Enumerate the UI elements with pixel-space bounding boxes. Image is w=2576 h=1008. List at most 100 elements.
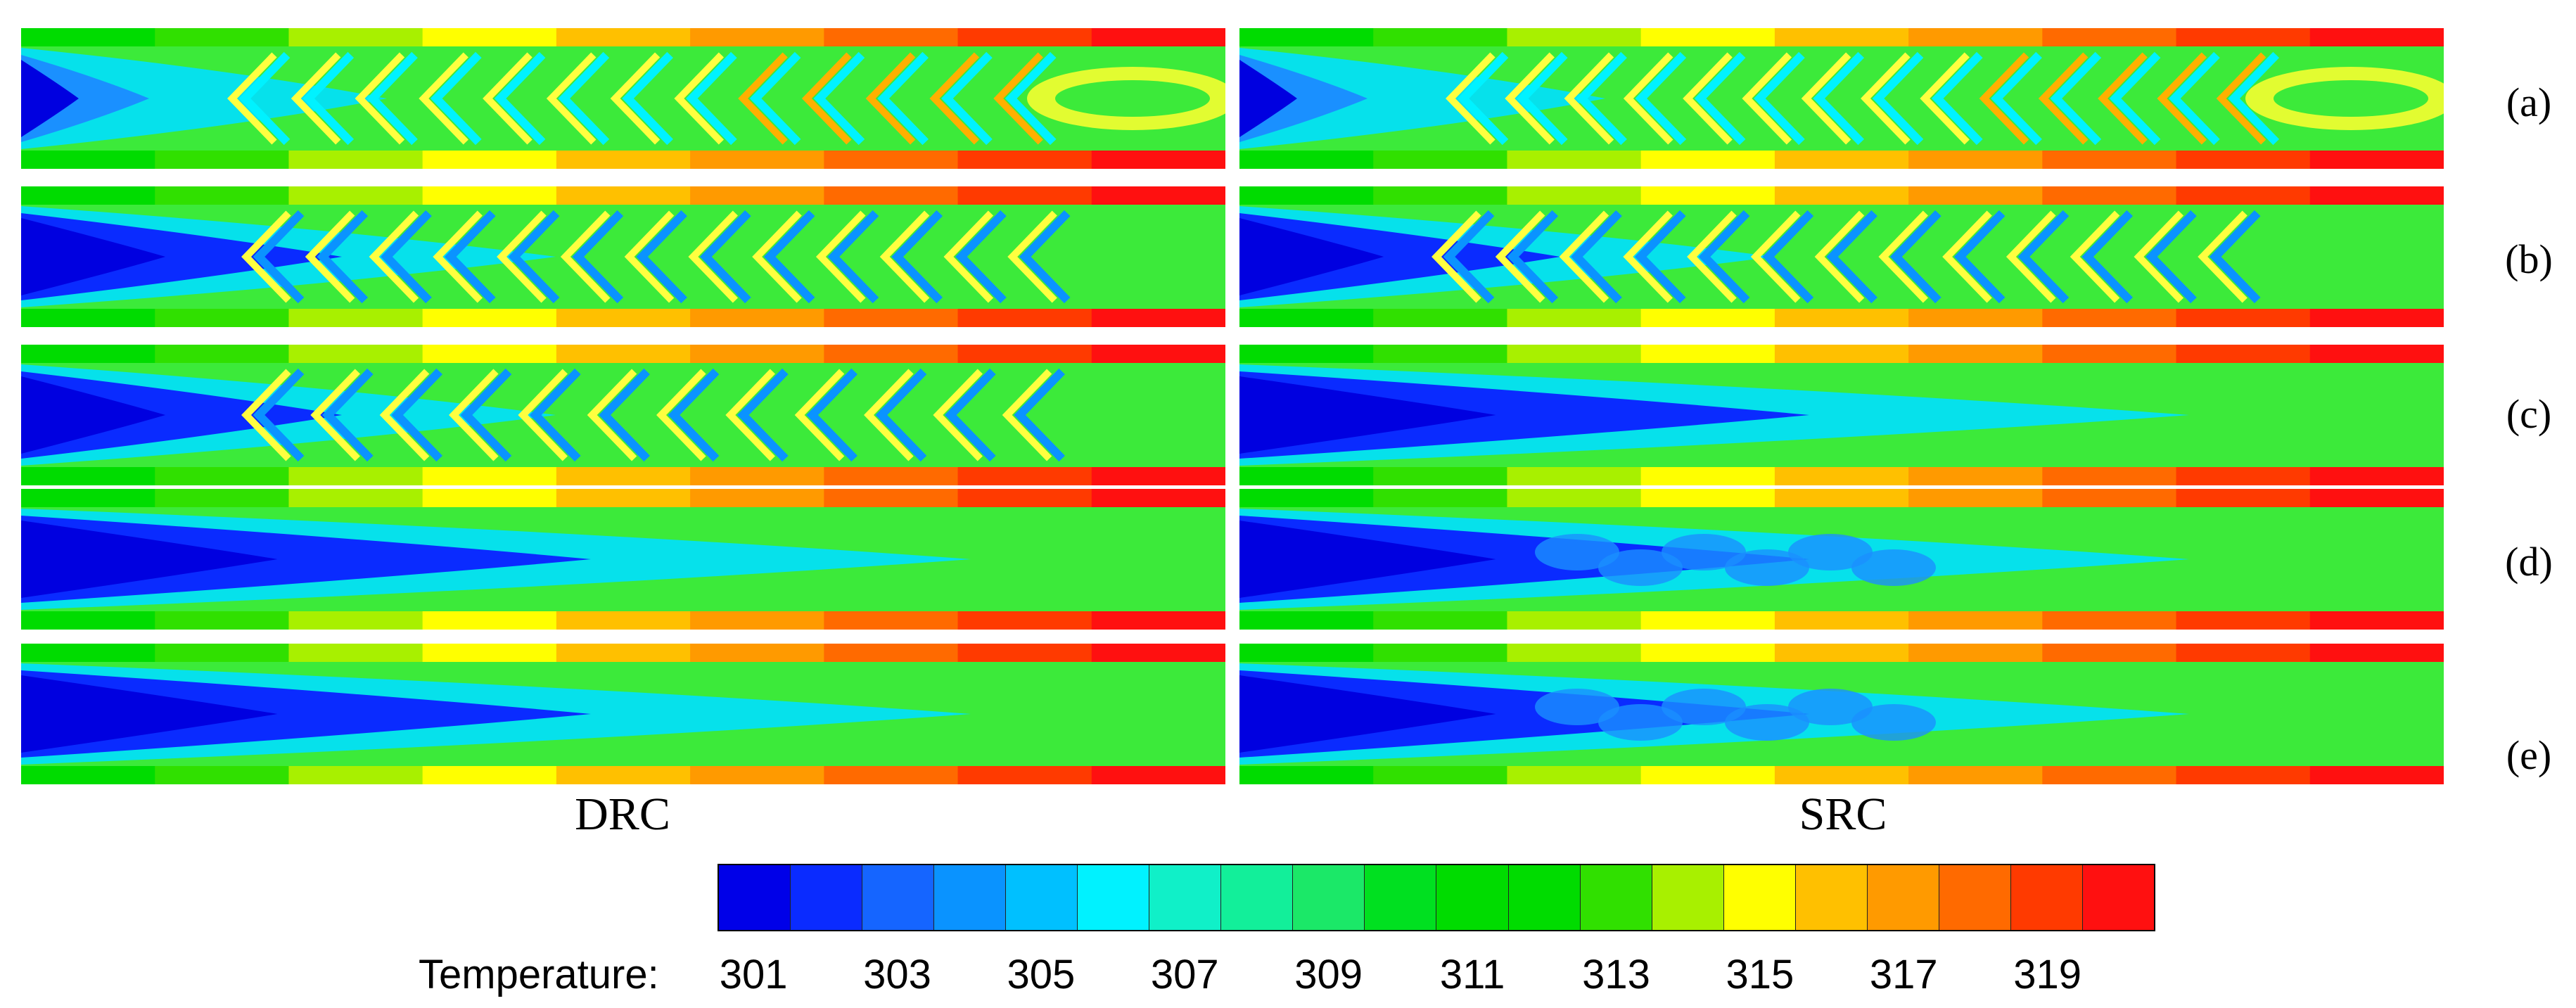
colorbar-cell [791, 865, 863, 930]
cold-core-inner [1239, 670, 1809, 758]
chevron-vortex-generator [433, 210, 483, 303]
bottom-wall-band [2176, 766, 2311, 784]
column-title-src: SRC [1799, 789, 1887, 840]
chevron-vortex-generator [993, 52, 1043, 145]
bottom-wall-band [824, 151, 959, 169]
contour-panel-src-c [1239, 345, 2444, 485]
cold-patch [1725, 549, 1809, 586]
top-wall-band [1774, 186, 1910, 205]
bottom-wall-band [1373, 611, 1508, 630]
cold-core-center [1239, 675, 1496, 753]
bottom-wall-band [824, 309, 959, 327]
top-wall-band [690, 28, 825, 46]
chevron-vortex-generator [2134, 210, 2184, 303]
contour-panel-drc-b [21, 186, 1225, 327]
chevron-wake [1890, 210, 1941, 304]
top-wall-band [1091, 489, 1225, 507]
top-wall-band [2176, 345, 2311, 363]
top-wall-band [1908, 489, 2043, 507]
chevron-vortex-generator [1446, 52, 1496, 145]
chevron-wake [1005, 51, 1057, 146]
bottom-wall-band [1908, 309, 2043, 327]
contour-plot [1239, 644, 2444, 784]
chevron-wake [1516, 51, 1568, 146]
chevron-vortex-generator [227, 52, 277, 145]
chevron-wake [1634, 210, 1686, 304]
warm-core-center [1055, 80, 1210, 117]
chevron-wake [1457, 51, 1509, 146]
chevron-wake [2017, 210, 2070, 304]
bottom-wall-band [21, 611, 156, 630]
chevron-vortex-generator [674, 52, 724, 145]
chevron-wake [430, 51, 482, 146]
bottom-wall-band [957, 309, 1092, 327]
chevron-wake [622, 51, 673, 146]
top-wall-band [1908, 28, 2043, 46]
chevron-wake [1698, 210, 1750, 304]
chevron-wake [1014, 368, 1065, 462]
chevron-wake [558, 51, 610, 146]
bottom-wall-band [556, 151, 691, 169]
chevron-vortex-generator [933, 369, 983, 461]
bottom-wall-band [556, 309, 691, 327]
colorbar-cell [1795, 865, 1868, 930]
cold-core-center [21, 521, 278, 598]
top-wall-band [2176, 186, 2311, 205]
chevron-vortex-generator [864, 369, 914, 461]
cold-patch [1662, 534, 1746, 570]
top-wall-band [957, 489, 1092, 507]
chevron-wake [941, 51, 993, 146]
chevron-wake [366, 51, 418, 146]
bottom-wall-band [1640, 151, 1775, 169]
bottom-wall-band [21, 766, 156, 784]
bottom-wall-band [1091, 309, 1225, 327]
cold-patch [1535, 689, 1619, 725]
chevron-vortex-generator [355, 52, 405, 145]
top-wall-band [2042, 489, 2177, 507]
top-wall-band [1507, 489, 1642, 507]
colorbar-cell [1365, 865, 1437, 930]
chevron-vortex-generator [725, 369, 775, 461]
bottom-wall-band [824, 766, 959, 784]
top-wall-band [1091, 28, 1225, 46]
bottom-wall-band [288, 467, 423, 485]
top-wall-band [1908, 644, 2043, 662]
warm-core-center [2274, 80, 2428, 117]
bottom-wall-band [1908, 467, 2043, 485]
top-wall-band [2042, 644, 2177, 662]
top-wall-band [2176, 489, 2311, 507]
top-wall-band [288, 186, 423, 205]
cold-patch [1851, 549, 1936, 586]
top-wall-band [1239, 489, 1375, 507]
bottom-wall-band [690, 309, 825, 327]
bottom-wall-band [2176, 309, 2311, 327]
chevron-vortex-generator [1814, 210, 1865, 303]
bottom-wall-band [1091, 467, 1225, 485]
chevron-vortex-generator [1564, 52, 1614, 145]
chevron-vortex-generator [1861, 52, 1911, 145]
chevron-vortex-generator [1801, 52, 1851, 145]
top-wall-band [155, 489, 290, 507]
chevron-wake [668, 368, 720, 462]
cold-core-inner [21, 55, 149, 142]
cold-patch [1788, 534, 1873, 570]
bottom-wall-band [1774, 611, 1910, 630]
bottom-wall-band [1239, 467, 1375, 485]
colorbar-cell [719, 865, 791, 930]
top-wall-band [1091, 186, 1225, 205]
bottom-wall-band [556, 766, 691, 784]
bottom-wall-band [1091, 611, 1225, 630]
top-wall-band [1908, 345, 2043, 363]
chevron-vortex-generator [1495, 210, 1545, 303]
chevron-vortex-generator [2070, 210, 2120, 303]
chevron-wake [238, 51, 291, 146]
chevron-wake [700, 210, 751, 304]
colorbar-cell [934, 865, 1007, 930]
chevron-wake [1991, 51, 2042, 146]
bottom-wall-band [824, 611, 959, 630]
top-wall-band [155, 644, 290, 662]
top-wall-band [957, 345, 1092, 363]
bottom-wall-band [1507, 467, 1642, 485]
top-wall-band [1507, 186, 1642, 205]
chevron-vortex-generator [2098, 52, 2148, 145]
